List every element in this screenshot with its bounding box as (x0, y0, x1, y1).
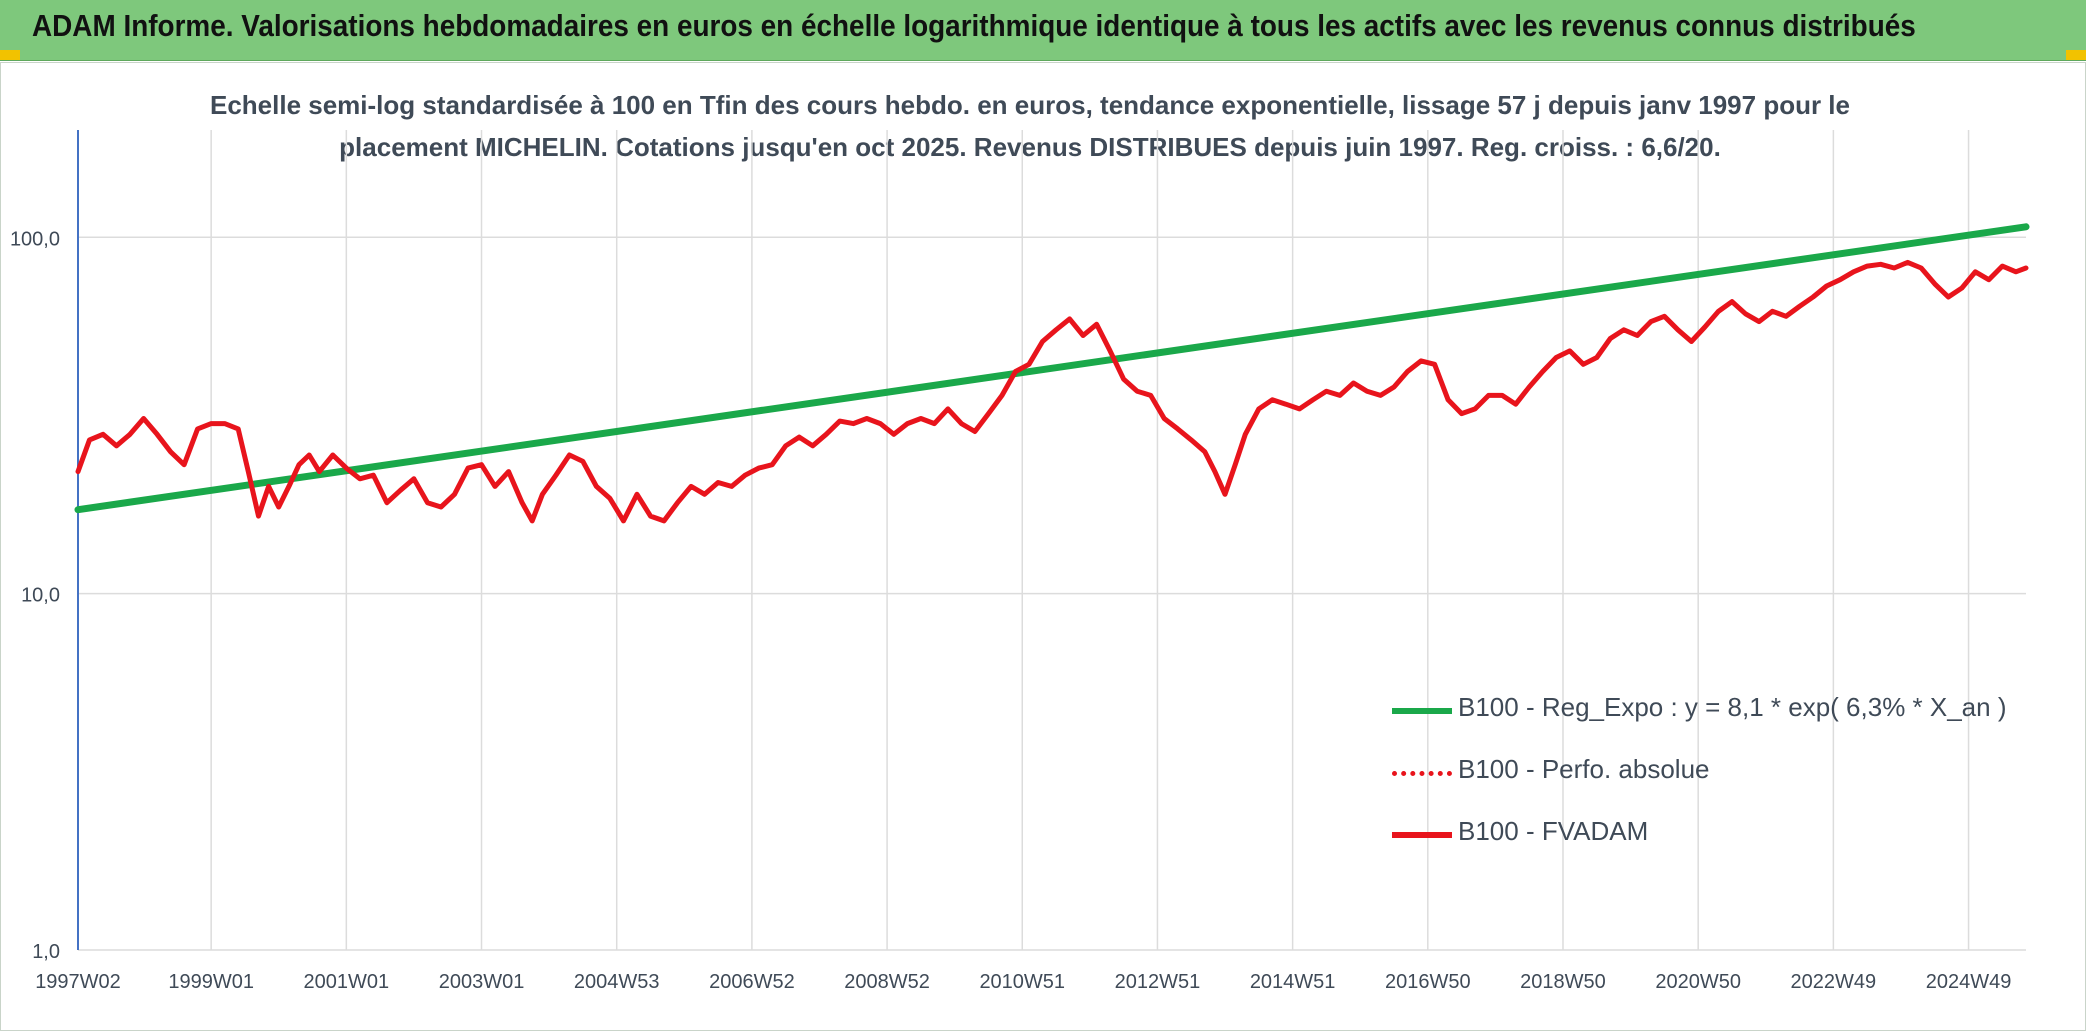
y-tick-label: 1,0 (32, 941, 60, 963)
legend-label-fvadam: B100 - FVADAM (1458, 816, 1649, 846)
x-tick-label: 2004W53 (574, 971, 660, 993)
chart-subtitle-line-2: placement MICHELIN. Cotations jusqu'en o… (339, 132, 1721, 162)
legend-swatch-perfo (1392, 771, 1452, 776)
series-line-0 (74, 223, 2030, 514)
x-tick-label: 2010W51 (979, 971, 1065, 993)
x-tick-label: 2024W49 (1926, 971, 2012, 993)
x-tick-label: 2001W01 (304, 971, 390, 993)
corner-marker-right (2066, 50, 2086, 60)
y-tick-label: 10,0 (21, 585, 60, 607)
legend-label-perfo: B100 - Perfo. absolue (1458, 754, 1710, 784)
legend-label-regression: B100 - Reg_Expo : y = 8,1 * exp( 6,3% * … (1458, 692, 2007, 722)
x-tick-label: 2006W52 (709, 971, 795, 993)
page-title: ADAM Informe. Valorisations hebdomadaire… (32, 8, 1916, 43)
legend-swatch-regression (1392, 708, 1452, 714)
corner-marker-left (0, 50, 20, 60)
x-tick-label: 2018W50 (1520, 971, 1606, 993)
x-tick-label: 2020W50 (1655, 971, 1741, 993)
x-tick-label: 2014W51 (1250, 971, 1336, 993)
x-tick-label: 2016W50 (1385, 971, 1471, 993)
x-tick-label: 2022W49 (1791, 971, 1877, 993)
legend-swatch-fvadam (1392, 832, 1452, 838)
header-banner: ADAM Informe. Valorisations hebdomadaire… (0, 0, 2086, 61)
series-line-2 (75, 259, 2029, 524)
x-tick-label: 2012W51 (1115, 971, 1201, 993)
x-tick-label: 2008W52 (844, 971, 930, 993)
x-tick-label: 1997W02 (35, 971, 121, 993)
x-tick-label: 1999W01 (168, 971, 254, 993)
y-tick-label: 100,0 (10, 228, 60, 250)
chart-subtitle-line-1: Echelle semi-log standardisée à 100 en T… (209, 90, 1850, 120)
x-tick-label: 2003W01 (439, 971, 525, 993)
